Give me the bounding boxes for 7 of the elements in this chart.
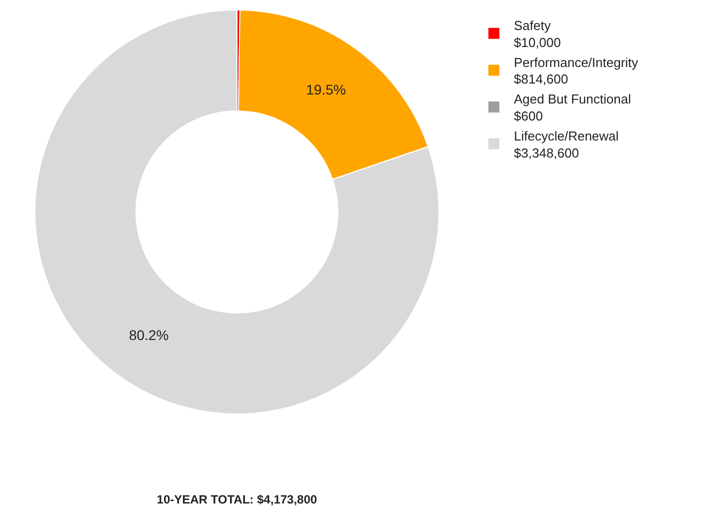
legend-label: Performance/Integrity $814,600 <box>514 54 639 87</box>
text: 19.5% <box>306 81 346 98</box>
text: 10-YEAR TOTAL: $4,173,800 <box>156 492 318 506</box>
legend-label: Lifecycle/Renewal $3,348,600 <box>514 128 619 160</box>
text: 80.2% <box>128 327 169 344</box>
legend-label: Safety $10,000 <box>514 18 561 50</box>
legend-label: Aged But Functional $600 <box>514 92 632 124</box>
